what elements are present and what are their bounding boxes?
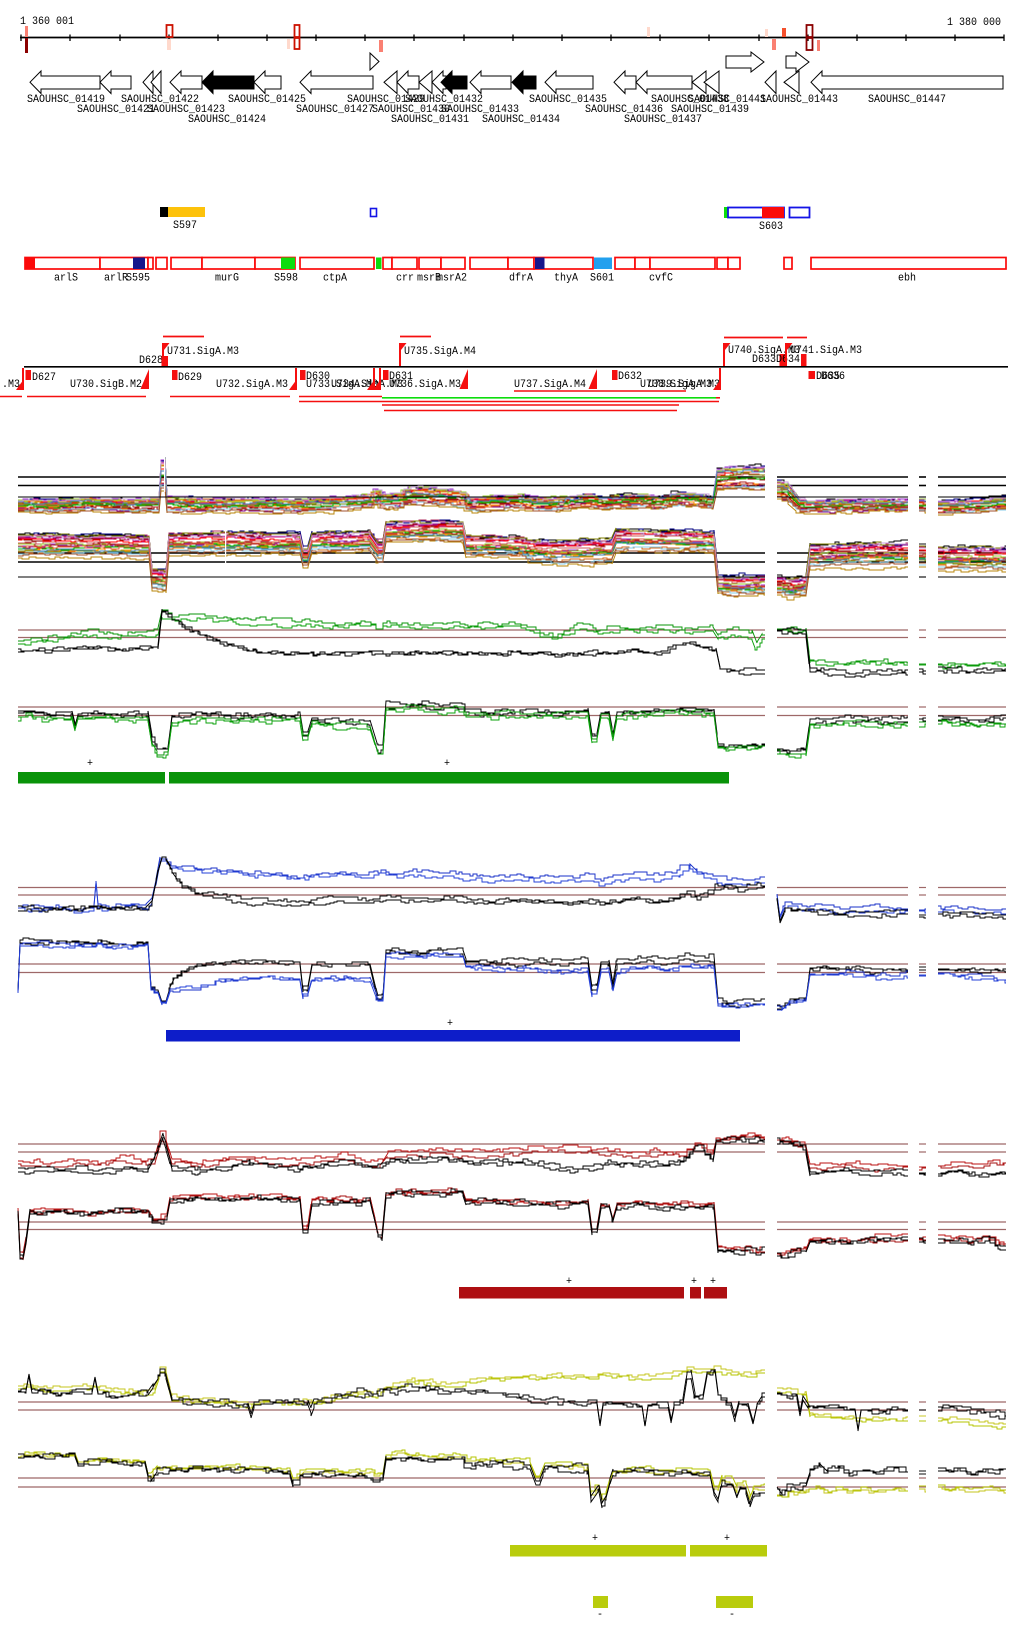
svg-text:SAOUHSC_01424: SAOUHSC_01424 [188, 114, 266, 126]
svg-text:+: + [447, 1018, 453, 1030]
svg-text:SAOUHSC_01435: SAOUHSC_01435 [529, 94, 607, 106]
svg-text:D632: D632 [618, 371, 642, 383]
svg-text:SAOUHSC_01422: SAOUHSC_01422 [121, 94, 199, 106]
svg-text:S595: S595 [126, 273, 150, 285]
svg-text:SAOUHSC_01439: SAOUHSC_01439 [671, 104, 749, 116]
svg-text:S601: S601 [590, 273, 614, 285]
svg-text:SAOUHSC_01423: SAOUHSC_01423 [147, 104, 225, 116]
svg-text:D627: D627 [32, 372, 56, 384]
svg-text:+: + [592, 1533, 598, 1545]
svg-text:SAOUHSC_01425: SAOUHSC_01425 [228, 94, 306, 106]
svg-text:U733.SigA.M3: U733.SigA.M3 [306, 379, 378, 391]
svg-text:SAOUHSC_01430: SAOUHSC_01430 [372, 104, 450, 116]
svg-text:arlR: arlR [104, 273, 128, 285]
svg-text:SAOUHSC_01427: SAOUHSC_01427 [296, 104, 374, 116]
svg-text:S597: S597 [173, 220, 197, 232]
svg-text:D633: D633 [752, 354, 776, 366]
svg-text:SAOUHSC_01429: SAOUHSC_01429 [347, 94, 425, 106]
svg-text:+: + [710, 1276, 716, 1288]
svg-text:+: + [691, 1276, 697, 1288]
svg-text:thyA: thyA [554, 273, 578, 285]
svg-text:ebh: ebh [898, 273, 916, 285]
svg-text:dfrA: dfrA [509, 273, 533, 285]
svg-text:D636: D636 [821, 371, 845, 383]
svg-text:SAOUHSC_01436: SAOUHSC_01436 [585, 104, 663, 116]
svg-text:SAOUHSC_01434: SAOUHSC_01434 [482, 114, 560, 126]
svg-text:murG: murG [215, 273, 239, 285]
svg-text:SAOUHSC_01433: SAOUHSC_01433 [441, 104, 519, 116]
svg-text:SAOUHSC_01443: SAOUHSC_01443 [760, 94, 838, 106]
svg-text:SAOUHSC_01431: SAOUHSC_01431 [391, 114, 469, 126]
svg-text:1 380 000: 1 380 000 [947, 17, 1001, 29]
svg-text:SAOUHSC_01438: SAOUHSC_01438 [651, 94, 729, 106]
svg-text:U732.SigA.M3: U732.SigA.M3 [216, 379, 288, 391]
svg-text:U738.SigA.M3: U738.SigA.M3 [640, 379, 712, 391]
svg-text:U730.SigB.M2: U730.SigB.M2 [70, 379, 142, 391]
svg-text:SAOUHSC_01419: SAOUHSC_01419 [27, 94, 105, 106]
svg-text:U735.SigA.M4: U735.SigA.M4 [404, 346, 476, 358]
svg-text:D634: D634 [776, 354, 800, 366]
svg-text:D629: D629 [178, 372, 202, 384]
svg-text:U741.SigA.M3: U741.SigA.M3 [790, 345, 862, 357]
svg-text:arlS: arlS [54, 273, 78, 285]
svg-text:SAOUHSC_01447: SAOUHSC_01447 [868, 94, 946, 106]
svg-text:D635: D635 [816, 371, 840, 383]
svg-text:SAOUHSC_01432: SAOUHSC_01432 [405, 94, 483, 106]
svg-text:+: + [444, 758, 450, 770]
svg-text:-: - [597, 1609, 603, 1621]
svg-text:cvfC: cvfC [649, 273, 673, 285]
svg-text:U739.SigA.M3: U739.SigA.M3 [648, 379, 720, 391]
svg-text:msrB: msrB [417, 273, 441, 285]
svg-text:msrA2: msrA2 [437, 273, 467, 285]
svg-text:D631: D631 [389, 371, 413, 383]
svg-text:U734.SigA.M3: U734.SigA.M3 [331, 379, 403, 391]
svg-text:1 360 001: 1 360 001 [20, 16, 74, 28]
svg-text:U731.SigA.M3: U731.SigA.M3 [167, 346, 239, 358]
svg-text:ctpA: ctpA [323, 273, 347, 285]
svg-text:U737.SigA.M4: U737.SigA.M4 [514, 379, 586, 391]
svg-text:-: - [729, 1609, 735, 1621]
svg-text:+: + [87, 758, 93, 770]
svg-text:D628: D628 [139, 355, 163, 367]
svg-text:S598: S598 [274, 273, 298, 285]
svg-text:+: + [724, 1533, 730, 1545]
svg-text:crr: crr [396, 273, 414, 285]
svg-text:.M3: .M3 [2, 379, 20, 391]
svg-text:SAOUHSC_01421: SAOUHSC_01421 [77, 104, 155, 116]
svg-text:SAOUHSC_01441: SAOUHSC_01441 [688, 94, 766, 106]
svg-text:U736.SigA.M3: U736.SigA.M3 [389, 379, 461, 391]
svg-text:D630: D630 [306, 371, 330, 383]
svg-text:+: + [566, 1276, 572, 1288]
svg-text:S603: S603 [759, 221, 783, 233]
svg-text:SAOUHSC_01437: SAOUHSC_01437 [624, 114, 702, 126]
